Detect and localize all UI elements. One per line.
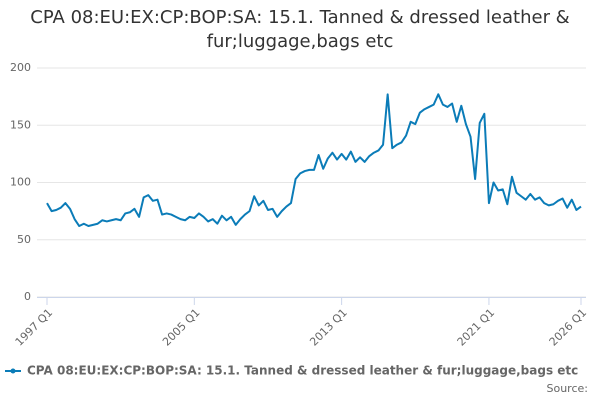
x-tick-label: 2005 Q1 [160, 306, 203, 349]
y-tick-label: 0 [24, 290, 31, 303]
y-tick-label: 50 [17, 233, 31, 246]
x-tick-label: 2013 Q1 [307, 306, 350, 349]
series-line [46, 93, 582, 228]
source: Source: [547, 382, 589, 395]
y-tick-label: 200 [10, 61, 31, 74]
y-tick-label: 150 [10, 118, 31, 131]
x-tick-label: 2021 Q1 [455, 306, 498, 349]
legend-marker [10, 368, 16, 374]
y-tick-label: 100 [10, 176, 31, 189]
legend-label: CPA 08:EU:EX:CP:BOP:SA: 15.1. Tanned & d… [27, 364, 578, 378]
x-tick-label: 2026 Q1 [547, 306, 590, 349]
chart-title: CPA 08:EU:EX:CP:BOP:SA: 15.1. Tanned & d… [30, 7, 570, 52]
x-tick-label: 1997 Q1 [13, 306, 56, 349]
